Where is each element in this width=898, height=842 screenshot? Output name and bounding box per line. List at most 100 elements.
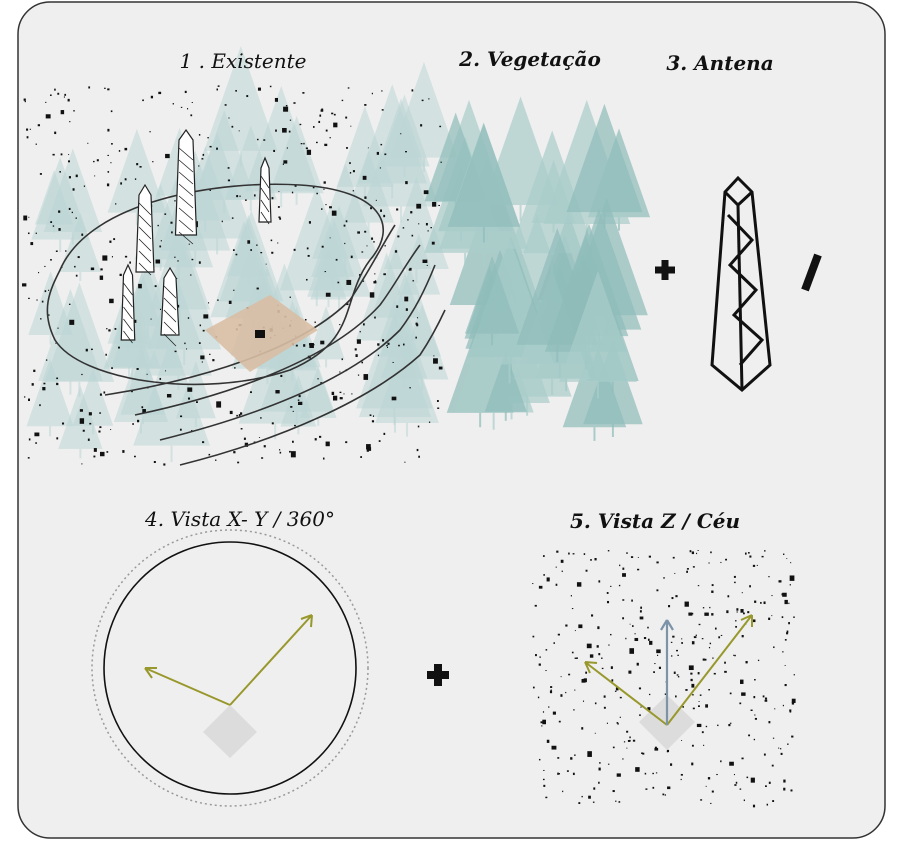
speck [77,256,80,259]
speck [386,345,388,347]
speck [120,182,123,185]
speck [303,142,305,145]
speck [35,232,37,235]
speck [649,640,653,645]
speck [159,308,161,311]
speck [588,795,591,799]
speck [158,91,162,95]
speck [749,555,752,558]
speck [174,350,177,353]
speck [316,192,318,195]
speck [598,653,601,656]
speck [566,770,569,772]
speck [711,590,714,593]
speck [229,410,233,415]
speck [632,739,636,742]
speck [344,242,346,245]
speck [102,255,108,261]
speck [282,127,287,133]
speck [88,412,92,416]
speck [538,585,543,589]
speck [38,271,40,274]
speck [711,584,714,587]
speck [534,604,537,607]
speck [705,704,709,708]
speck [704,612,709,616]
speck [417,223,420,225]
speck [729,692,732,695]
speck [200,355,205,360]
speck [320,382,323,384]
speck [323,181,326,184]
speck [325,441,330,447]
speck [238,414,241,417]
speck [361,361,364,364]
speck [63,96,65,98]
speck [753,738,756,741]
speck [28,398,31,401]
speck [289,296,291,298]
speck [68,303,71,305]
speck [134,178,137,180]
speck [629,623,631,625]
speck [345,220,348,223]
speck [360,456,363,458]
speck [293,248,296,251]
speck [364,230,367,233]
speck [573,709,575,711]
speck [756,564,758,566]
speck [551,745,557,750]
speck [703,744,705,746]
speck [789,575,795,581]
speck [647,707,651,711]
speck [108,329,111,332]
speck [741,634,744,638]
speck [111,367,113,370]
speck [346,279,352,285]
speck [545,670,547,672]
antenna-lattice [723,190,765,391]
speck [26,136,29,139]
speck [672,635,675,638]
speck [236,414,238,417]
speck [320,109,324,112]
speck [428,421,431,423]
speck [136,163,139,166]
speck [641,752,644,754]
speck [734,654,736,657]
speck [592,801,595,803]
speck [56,382,59,386]
speck [239,195,241,197]
speck [688,612,693,616]
tree [133,335,210,446]
tree-trunk [295,411,298,428]
speck [352,170,355,173]
speck [421,99,424,102]
speck [270,239,273,242]
speck [224,104,227,106]
speck [309,342,314,348]
speck [124,255,128,258]
speck [733,773,735,776]
speck [246,95,249,98]
speck [27,232,30,235]
speck [720,634,723,636]
tower [135,183,155,273]
speck [743,612,745,615]
speck [364,196,367,199]
speck [355,354,358,358]
speck [671,597,674,600]
speck [30,242,34,246]
speck [416,317,419,319]
speck [634,637,639,642]
speck [381,109,384,111]
speck [392,361,394,363]
speck [99,412,102,414]
speck [771,764,774,767]
speck [548,706,550,708]
speck [350,125,352,127]
speck [636,662,639,666]
tree-trunk [170,445,173,463]
speck [312,126,315,128]
tree-trunk [519,204,522,222]
